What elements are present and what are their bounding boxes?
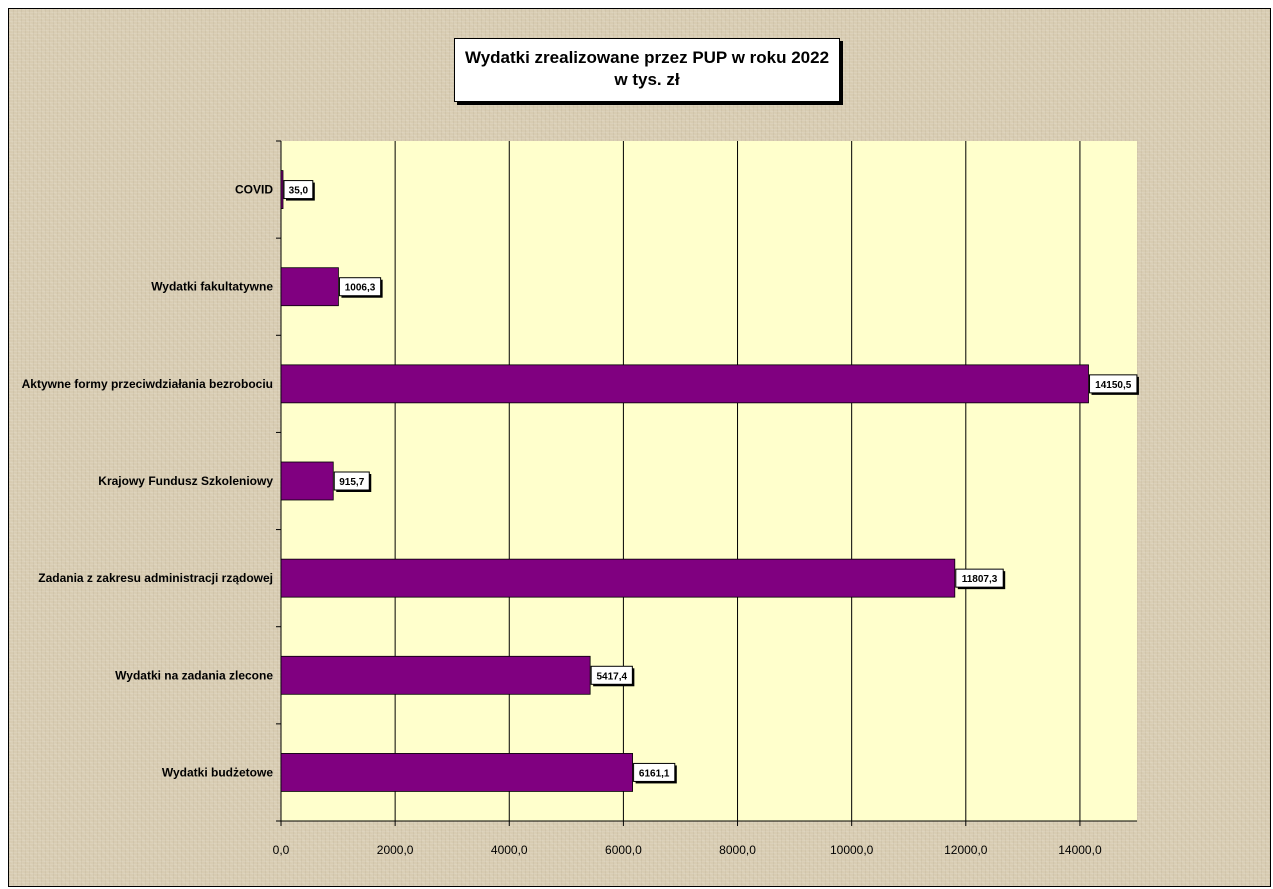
x-tick-label: 2000,0 [377, 843, 414, 857]
data-label: 11807,3 [962, 574, 998, 585]
category-label: Aktywne formy przeciwdziałania bezroboci… [22, 377, 273, 391]
data-label-box [1089, 374, 1138, 394]
data-label-box [633, 762, 676, 782]
chart-title: Wydatki zrealizowane przez PUP w roku 20… [464, 48, 830, 67]
category-label: Wydatki fakultatywne [151, 280, 273, 294]
data-label-box [338, 277, 382, 297]
data-label: 1006,3 [345, 283, 376, 294]
bar [280, 364, 1089, 404]
bar [280, 655, 591, 695]
bar [280, 753, 633, 792]
x-tick-label: 4000,0 [491, 843, 528, 857]
data-label: 5417,4 [596, 671, 627, 682]
category-label: Wydatki budżetowe [162, 765, 273, 779]
category-label: Zadania z zakresu administracji rządowej [38, 571, 273, 585]
data-label: 35,0 [289, 186, 309, 197]
x-tick-label: 12000,0 [944, 843, 988, 857]
x-tick-label: 8000,0 [719, 843, 756, 857]
category-label: Krajowy Fundusz Szkoleniowy [98, 474, 273, 488]
x-tick-label: 0,0 [273, 843, 290, 857]
chart-subtitle: w tys. zł [614, 70, 680, 89]
data-label: 915,7 [339, 477, 364, 488]
data-label-box [333, 471, 370, 491]
x-tick-label: 10000,0 [830, 843, 874, 857]
data-label-box [955, 568, 1004, 588]
chart-title-box: Wydatki zrealizowane przez PUP w roku 20… [454, 38, 840, 102]
data-label-box [283, 180, 314, 200]
category-label: COVID [235, 183, 273, 197]
data-label: 14150,5 [1095, 380, 1132, 391]
plot-area [281, 141, 1137, 821]
bar [280, 461, 334, 501]
x-tick-label: 14000,0 [1058, 843, 1102, 857]
bar [280, 170, 284, 209]
data-label-box [590, 665, 633, 685]
data-label: 6161,1 [639, 768, 670, 779]
bar [280, 558, 956, 598]
category-label: Wydatki na zadania zlecone [115, 668, 273, 682]
bar [280, 267, 339, 307]
x-tick-label: 6000,0 [605, 843, 642, 857]
